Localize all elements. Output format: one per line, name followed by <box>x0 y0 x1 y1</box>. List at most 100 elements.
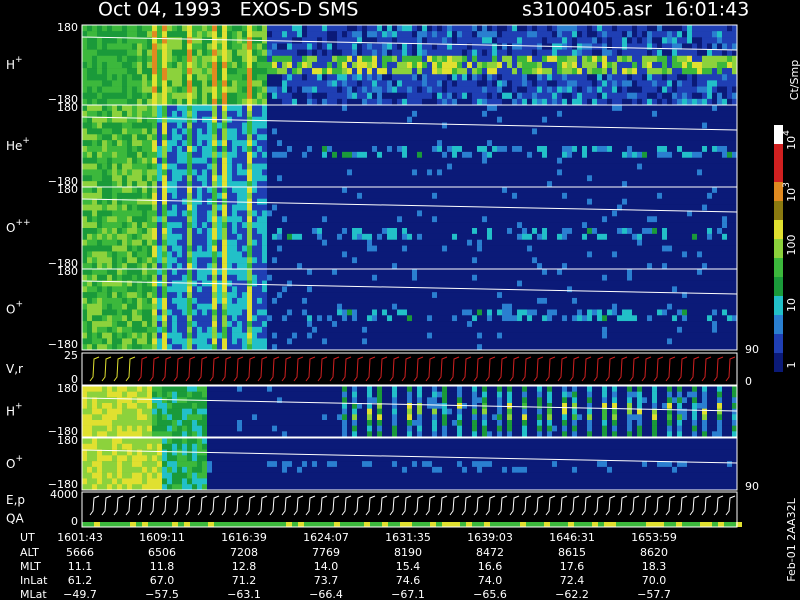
cell <box>707 134 712 141</box>
cell <box>432 86 437 93</box>
cell <box>562 222 567 229</box>
cell <box>97 98 102 106</box>
cell <box>367 92 372 100</box>
cell <box>352 192 357 200</box>
cell <box>302 210 307 217</box>
cell <box>142 122 147 129</box>
cell <box>172 157 177 164</box>
cell <box>102 74 107 81</box>
cell <box>522 163 527 170</box>
cell <box>87 187 92 194</box>
cell <box>552 86 557 93</box>
cell <box>702 80 707 87</box>
cell <box>97 134 102 141</box>
cell <box>497 128 502 135</box>
cell <box>577 105 582 112</box>
cell <box>342 74 347 81</box>
cell <box>397 140 402 147</box>
cell <box>92 86 97 93</box>
cell <box>102 61 107 69</box>
cell <box>707 151 712 159</box>
cell <box>542 245 547 252</box>
cell <box>722 105 727 112</box>
cell <box>437 49 442 57</box>
cell <box>187 204 192 211</box>
cell <box>572 105 577 112</box>
cell <box>682 74 687 81</box>
cell <box>177 55 182 63</box>
cell <box>667 134 672 141</box>
cell <box>382 86 387 93</box>
cell <box>457 134 462 141</box>
cell <box>397 239 402 246</box>
cell <box>662 157 667 164</box>
cell <box>542 37 547 44</box>
cell <box>252 61 257 69</box>
cell <box>87 31 92 38</box>
cell <box>652 105 657 112</box>
cell <box>127 61 132 69</box>
cell <box>177 134 182 141</box>
cell <box>472 128 477 135</box>
cell <box>482 222 487 229</box>
cell <box>367 216 372 223</box>
cell <box>497 80 502 87</box>
cell <box>552 116 557 123</box>
cell <box>277 151 282 159</box>
cell <box>197 163 202 170</box>
cell <box>637 181 642 188</box>
cell <box>242 68 247 75</box>
cell <box>337 98 342 106</box>
cell <box>172 204 177 211</box>
cell <box>662 105 667 112</box>
cell <box>127 192 132 200</box>
cell <box>377 55 382 63</box>
cell <box>412 55 417 63</box>
cell <box>287 210 292 217</box>
cell <box>592 98 597 106</box>
cell <box>387 151 392 159</box>
cell <box>412 61 417 69</box>
cell <box>697 116 702 123</box>
cell <box>197 55 202 63</box>
cell <box>217 68 222 75</box>
cell <box>677 25 682 32</box>
cell <box>537 37 542 44</box>
cell <box>92 263 97 270</box>
cell <box>212 134 217 141</box>
cell <box>532 181 537 188</box>
cell <box>277 122 282 129</box>
cell <box>452 86 457 93</box>
cell <box>327 86 332 93</box>
cell <box>162 175 167 182</box>
cell <box>182 228 187 235</box>
cell <box>492 49 497 57</box>
cell <box>637 49 642 57</box>
cell <box>282 251 287 258</box>
cell <box>287 74 292 81</box>
cell <box>237 263 242 270</box>
cell <box>377 110 382 118</box>
cell <box>667 151 672 159</box>
cell <box>627 105 632 112</box>
cell <box>282 55 287 63</box>
cell <box>552 55 557 63</box>
cell <box>447 263 452 270</box>
cell <box>362 175 367 182</box>
cell <box>107 216 112 223</box>
cell <box>442 198 447 205</box>
cell <box>722 31 727 38</box>
cell <box>417 263 422 270</box>
cell <box>202 192 207 200</box>
cell <box>332 98 337 106</box>
cell <box>357 61 362 69</box>
cell <box>267 74 272 81</box>
cell <box>652 128 657 135</box>
cell <box>322 204 327 211</box>
cell <box>522 116 527 123</box>
cell <box>352 181 357 188</box>
cell <box>382 210 387 217</box>
cell <box>452 31 457 38</box>
cell <box>132 25 137 32</box>
cell <box>82 37 87 44</box>
